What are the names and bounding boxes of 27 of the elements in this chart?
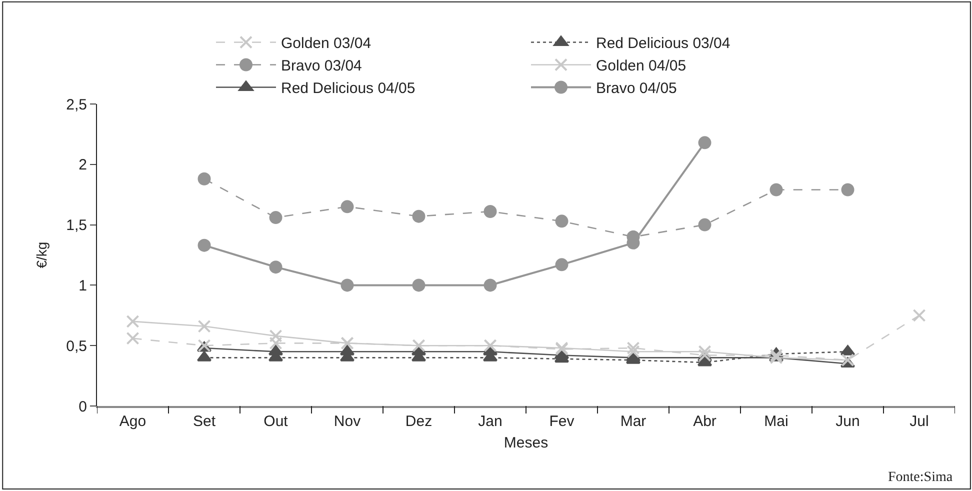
x-tick-label: Fev	[549, 413, 575, 430]
x-tick-label: Jan	[478, 413, 502, 430]
x-axis-title: Meses	[504, 434, 548, 452]
x-tick-label: Ago	[119, 413, 146, 430]
x-tick-label: Jul	[910, 413, 929, 430]
y-tick-label: 0,5	[66, 338, 87, 355]
x-tick-label: Out	[264, 413, 289, 430]
x-tick-label: Abr	[693, 413, 716, 430]
legend-label: Golden 04/05	[596, 58, 686, 75]
y-tick-label: 2	[78, 156, 87, 174]
legend-label: Red Delicious 04/05	[281, 80, 416, 98]
x-tick-label: Nov	[334, 413, 362, 430]
x-tick-label: Set	[192, 413, 216, 430]
x-tick-label: Mar	[620, 413, 646, 430]
x-tick-label: Mai	[764, 413, 788, 430]
y-tick-label: 0	[78, 398, 87, 416]
source-note: Fonte:Sima	[888, 470, 954, 485]
x-tick-label: Jun	[836, 413, 860, 430]
legend-label: Golden 03/04	[281, 35, 372, 52]
y-axis-title: €/kg	[34, 242, 50, 268]
y-tick-label: 1,5	[66, 217, 87, 234]
legend-label: Red Delicious 03/04	[596, 35, 730, 52]
x-tick-label: Dez	[405, 413, 432, 430]
legend-label: Bravo 03/04	[281, 58, 362, 75]
y-tick-label: 1	[78, 277, 87, 294]
legend-label: Bravo 04/05	[596, 80, 677, 98]
y-tick-label: 2,5	[66, 96, 87, 114]
